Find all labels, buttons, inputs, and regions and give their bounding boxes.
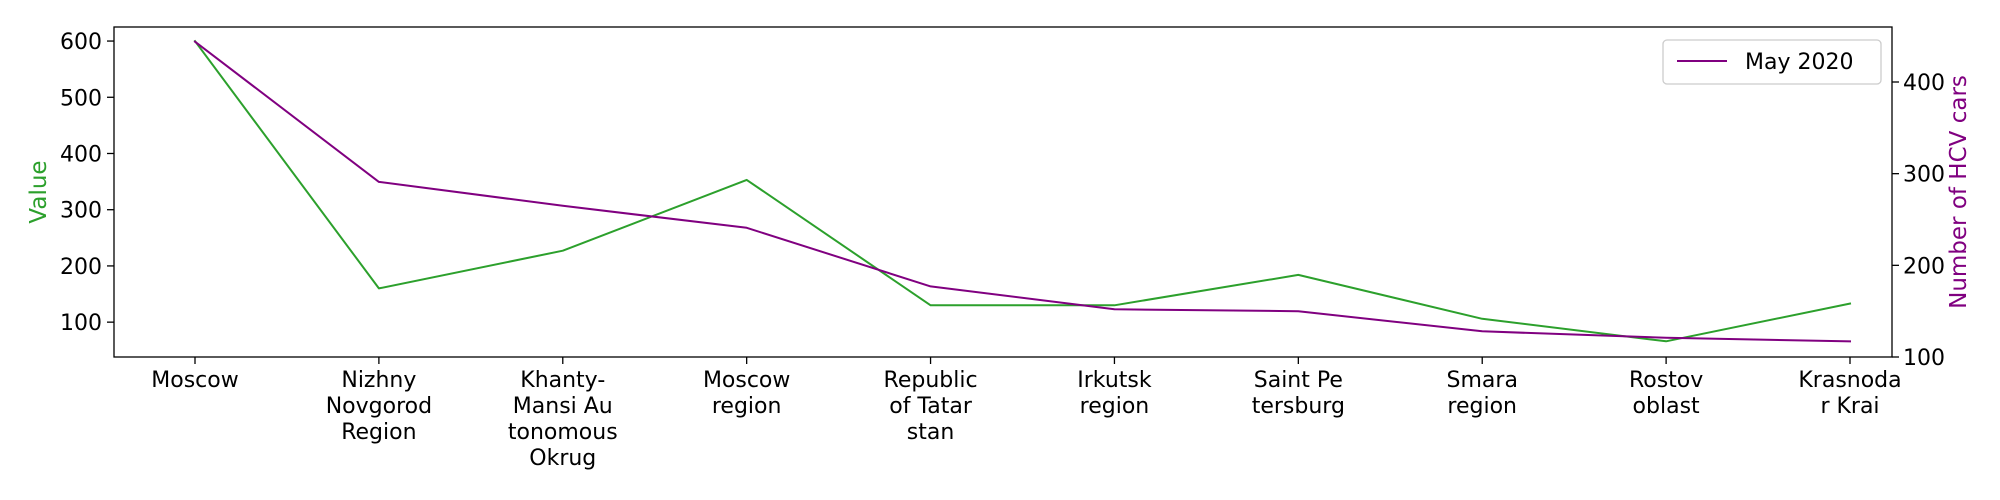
plot-frame: [113, 26, 1893, 358]
x-tick-label-line: tersburg: [1252, 394, 1345, 419]
y-left-tick-label: 400: [60, 142, 102, 167]
x-tick-label-line: Moscow: [703, 368, 790, 393]
x-tick-label: Saint Pe tersburg: [1252, 368, 1345, 419]
x-tick-label-line: Region: [341, 420, 416, 445]
x-tick-label-line: Khanty-: [520, 368, 605, 393]
x-tick-label-line: region: [1080, 394, 1150, 419]
y-left-tick-label: 300: [60, 199, 102, 224]
x-tick-label: Irkutsk region: [1077, 368, 1152, 419]
y-left-tick-label: 200: [60, 255, 102, 280]
x-tick-label: Krasnoda r Krai: [1798, 368, 1901, 419]
x-tick-label-line: Saint Pe: [1254, 368, 1343, 393]
right-axis: 100 200 300 400: [1892, 71, 1945, 371]
x-tick-label: Moscow: [151, 368, 238, 393]
x-tick-label-line: Smara: [1447, 368, 1518, 393]
x-tick-label: Moscow region: [703, 368, 790, 419]
x-tick-label-line: region: [1447, 394, 1517, 419]
x-tick-label: Rostov oblast: [1629, 368, 1703, 419]
y-left-tick-label: 600: [60, 30, 102, 55]
x-tick-label-line: stan: [907, 420, 955, 445]
x-tick-label: Nizhny Novgorod Region: [326, 368, 432, 445]
x-tick-label: Smara region: [1447, 368, 1518, 419]
legend-label-may-2020: May 2020: [1745, 50, 1853, 75]
x-tick-label-line: Moscow: [151, 368, 238, 393]
legend-box: [1662, 39, 1882, 85]
x-tick-label-line: oblast: [1633, 394, 1700, 419]
x-tick-label-line: Republic: [884, 368, 978, 393]
x-tick-label-line: of Tatar: [889, 394, 973, 419]
y-left-tick-label: 500: [60, 86, 102, 111]
x-tick-label-line: tonomous: [508, 420, 618, 445]
y-left-axis-title: Value: [26, 160, 52, 223]
left-axis: 100 200 300 400 500 600: [60, 30, 114, 336]
x-tick-label-line: Rostov: [1629, 368, 1703, 393]
plot-layer: [193, 39, 1852, 343]
y-right-tick-label: 400: [1903, 71, 1945, 96]
y-left-tick-label: 100: [60, 311, 102, 336]
x-tick-label: Republic of Tatar stan: [884, 368, 978, 445]
series-line-hcv-cars: [193, 40, 1852, 343]
y-right-tick-label: 200: [1903, 254, 1945, 279]
x-axis: Moscow Nizhny Novgorod Region Khanty-Mansi A…: [151, 357, 1902, 471]
y-right-tick-label: 300: [1903, 163, 1945, 188]
x-tick-label-line: r Krai: [1820, 394, 1879, 419]
series-line-value: [193, 39, 1852, 343]
x-tick-label-line: Nizhny: [341, 368, 416, 393]
x-tick-label-line: Novgorod: [326, 394, 432, 419]
x-tick-label-line: region: [712, 394, 782, 419]
x-tick-label-line: Irkutsk: [1077, 368, 1152, 393]
y-right-tick-label: 100: [1903, 346, 1945, 371]
x-tick-label: Khanty-Mansi Au tonomous Okrug: [508, 368, 618, 471]
x-tick-label-line: Mansi Au: [513, 394, 613, 419]
y-right-axis-title: Number of HCV cars: [1946, 75, 1972, 309]
x-tick-label-line: Krasnoda: [1798, 368, 1901, 393]
legend: May 2020: [1662, 39, 1882, 85]
x-tick-label-line: Okrug: [529, 446, 596, 471]
